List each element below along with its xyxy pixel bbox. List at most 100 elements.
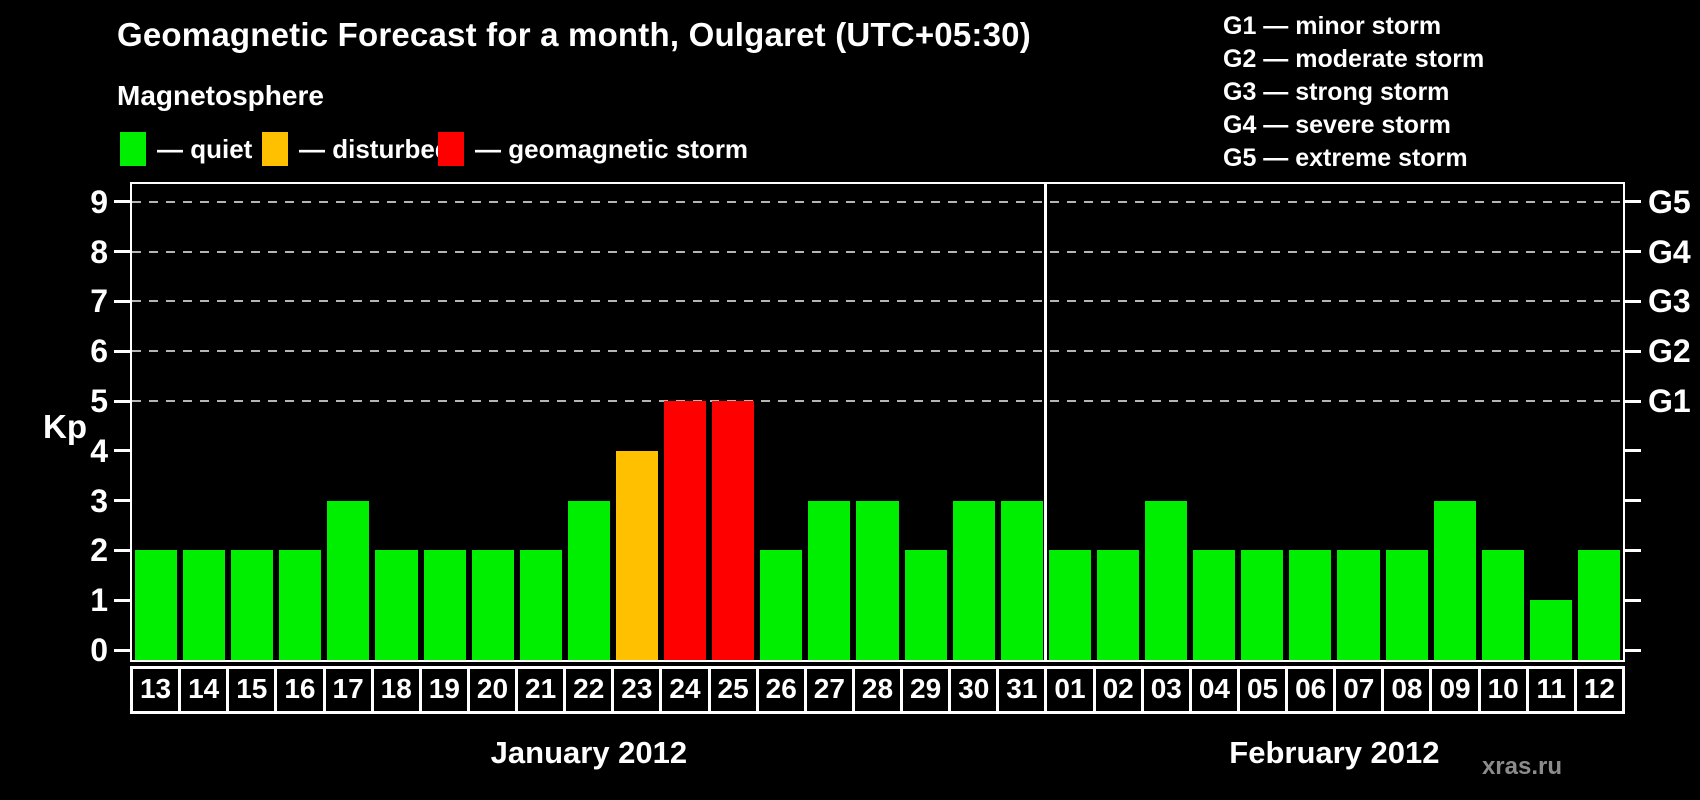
y-axis-title: Kp <box>43 408 87 445</box>
kp-bar-day-26 <box>760 550 803 660</box>
kp-bar-day-30 <box>952 500 995 660</box>
gridline-kp5 <box>132 400 1623 402</box>
day-label-21: 21 <box>518 669 564 711</box>
kp-bar-day-15 <box>231 550 274 660</box>
y-tick-label-1: 1 <box>90 582 108 619</box>
kp-bar-day-01 <box>1048 550 1091 660</box>
y-tick-6 <box>114 349 130 353</box>
y-tick-0 <box>114 648 130 652</box>
right-tick-5 <box>1625 399 1641 403</box>
kp-bar-day-09 <box>1433 500 1476 660</box>
g-axis-label-G3: G3 <box>1648 283 1691 320</box>
kp-bar-day-18 <box>375 550 418 660</box>
legend-heading: Magnetosphere <box>117 80 324 111</box>
day-label-15: 15 <box>229 669 275 711</box>
y-tick-label-6: 6 <box>90 333 108 370</box>
y-tick-label-8: 8 <box>90 233 108 270</box>
day-label-14: 14 <box>181 669 227 711</box>
kp-bar-day-03 <box>1145 500 1188 660</box>
legend-item-storm: — geomagnetic storm <box>438 130 748 168</box>
kp-bar-day-08 <box>1385 550 1428 660</box>
day-label-31: 31 <box>999 669 1045 711</box>
day-label-30: 30 <box>951 669 997 711</box>
g-axis-label-G1: G1 <box>1648 383 1691 419</box>
day-label-08: 08 <box>1384 669 1430 711</box>
g-legend-line-3: G3 — strong storm <box>1223 78 1450 106</box>
legend-item-disturbed: — disturbed <box>262 130 451 168</box>
day-label-04: 04 <box>1191 669 1237 711</box>
kp-bar-day-22 <box>567 500 610 660</box>
plot-area <box>130 182 1625 662</box>
legend-label-storm: — geomagnetic storm <box>475 134 749 164</box>
y-tick-label-2: 2 <box>90 532 108 569</box>
g-legend-line-4: G4 — severe storm <box>1223 111 1451 139</box>
kp-bar-day-04 <box>1193 550 1236 660</box>
g-legend-line-1: G1 — minor storm <box>1223 12 1442 40</box>
day-label-22: 22 <box>566 669 612 711</box>
day-label-07: 07 <box>1336 669 1382 711</box>
y-tick-1 <box>114 598 130 602</box>
day-label-27: 27 <box>806 669 852 711</box>
gridline-kp6 <box>132 350 1623 353</box>
day-label-20: 20 <box>469 669 516 711</box>
right-tick-0 <box>1625 648 1641 652</box>
kp-bar-day-25 <box>712 401 755 660</box>
y-tick-label-5: 5 <box>90 383 108 419</box>
right-tick-4 <box>1625 449 1641 453</box>
right-tick-6 <box>1625 349 1641 353</box>
day-label-10: 10 <box>1480 669 1526 711</box>
kp-bar-day-10 <box>1481 550 1524 660</box>
y-tick-label-0: 0 <box>90 632 108 668</box>
day-label-29: 29 <box>903 669 949 711</box>
month-label-1: January 2012 <box>490 735 688 770</box>
day-label-23: 23 <box>614 669 660 711</box>
gridline-kp7 <box>132 300 1623 303</box>
g-axis-label-G2: G2 <box>1648 333 1691 370</box>
y-tick-label-7: 7 <box>90 283 108 320</box>
day-axis: 13 14 15 16 17 18 19 20 21 22 23 24 25 26 27 28 29 30 31 01… <box>130 666 1625 714</box>
y-tick-2 <box>114 548 130 552</box>
y-tick-9 <box>114 200 130 204</box>
right-tick-9 <box>1625 200 1641 204</box>
y-tick-4 <box>114 449 130 453</box>
day-label-19: 19 <box>421 669 467 711</box>
day-label-01: 01 <box>1047 669 1093 711</box>
y-tick-5 <box>114 399 130 403</box>
kp-bar-day-19 <box>423 550 466 660</box>
kp-bar-day-28 <box>856 500 899 660</box>
kp-bar-day-21 <box>519 550 562 660</box>
day-label-17: 17 <box>325 669 371 711</box>
kp-bar-day-11 <box>1529 600 1572 660</box>
kp-bar-day-24 <box>664 401 707 660</box>
day-label-16: 16 <box>277 669 323 711</box>
day-label-02: 02 <box>1095 669 1141 711</box>
right-tick-2 <box>1625 548 1641 552</box>
y-tick-3 <box>114 499 130 503</box>
kp-bar-day-20 <box>471 550 514 660</box>
chart-title: Geomagnetic Forecast for a month, Oulgar… <box>117 16 1031 53</box>
kp-bar-day-14 <box>183 550 226 660</box>
right-tick-8 <box>1625 250 1641 254</box>
kp-bar-day-12 <box>1577 550 1620 660</box>
right-tick-7 <box>1625 299 1641 303</box>
day-label-05: 05 <box>1239 669 1286 711</box>
g-legend-line-2: G2 — moderate storm <box>1223 45 1485 73</box>
kp-bar-day-06 <box>1289 550 1332 660</box>
day-label-11: 11 <box>1528 669 1574 711</box>
day-label-09: 09 <box>1432 669 1478 711</box>
day-label-18: 18 <box>373 669 419 711</box>
kp-bar-day-16 <box>279 550 322 660</box>
y-tick-8 <box>114 250 130 254</box>
g-axis-label-G5: G5 <box>1648 183 1691 220</box>
month-label-2: February 2012 <box>1229 735 1440 770</box>
kp-bar-day-31 <box>1000 500 1043 660</box>
y-tick-label-9: 9 <box>90 183 108 220</box>
g-scale-legend: G1 — minor storm G2 — moderate storm G3 — … <box>1223 10 1484 175</box>
magnetosphere-legend: — quiet — disturbed — geomagnetic storm <box>0 130 1100 170</box>
day-label-25: 25 <box>710 669 756 711</box>
day-label-06: 06 <box>1288 669 1334 711</box>
gridline-kp8 <box>132 250 1623 253</box>
gridline-kp9 <box>132 200 1623 203</box>
right-tick-3 <box>1625 499 1641 503</box>
